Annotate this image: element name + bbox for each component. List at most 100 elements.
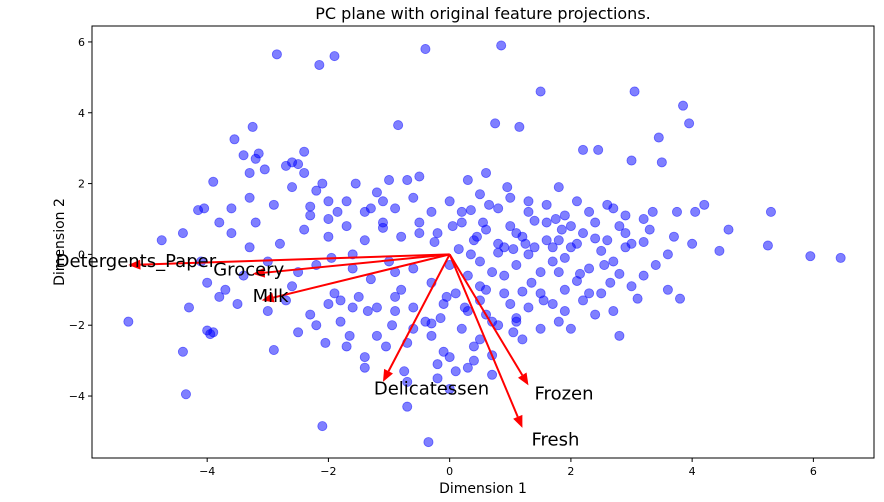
scatter-point <box>250 217 261 228</box>
feature-vector-arrowhead <box>517 372 529 386</box>
scatter-point <box>244 167 255 178</box>
scatter-point <box>571 196 582 207</box>
scatter-point <box>529 215 540 226</box>
scatter-point <box>547 256 558 267</box>
y-tick-label: 0 <box>78 248 85 261</box>
scatter-point <box>350 178 361 189</box>
scatter-point <box>626 238 637 249</box>
scatter-point <box>335 316 346 327</box>
scatter-point <box>232 298 243 309</box>
scatter-point <box>465 205 476 216</box>
scatter-point <box>456 323 467 334</box>
scatter-point <box>590 233 601 244</box>
scatter-point <box>208 327 219 338</box>
scatter-point <box>523 206 534 217</box>
feature-vector-line <box>387 253 451 372</box>
scatter-point <box>347 263 358 274</box>
scatter-point <box>614 330 625 341</box>
scatter-point <box>462 175 473 186</box>
scatter-point <box>578 228 589 239</box>
scatter-point <box>393 120 404 131</box>
scatter-point <box>517 286 528 297</box>
scatter-point <box>274 238 285 249</box>
scatter-point <box>399 366 410 377</box>
feature-vector-label: Grocery <box>213 260 284 281</box>
scatter-point <box>684 118 695 129</box>
scatter-point <box>675 293 686 304</box>
scatter-point <box>299 167 310 178</box>
scatter-point <box>565 323 576 334</box>
scatter-point <box>523 249 534 260</box>
scatter-point <box>493 238 504 249</box>
feature-vector-line <box>448 254 519 418</box>
scatter-point <box>426 330 437 341</box>
scatter-point <box>596 245 607 256</box>
scatter-point <box>432 373 443 384</box>
scatter-point <box>578 144 589 155</box>
scatter-point <box>220 284 231 295</box>
scatter-point <box>432 359 443 370</box>
scatter-point <box>180 389 191 400</box>
scatter-point <box>481 224 492 235</box>
scatter-point <box>353 291 364 302</box>
scatter-point <box>359 206 370 217</box>
scatter-point <box>247 121 258 132</box>
scatter-point <box>371 330 382 341</box>
points-layer <box>123 40 846 448</box>
scatter-point <box>502 182 513 193</box>
scatter-point <box>244 242 255 253</box>
scatter-point <box>593 144 604 155</box>
scatter-point <box>553 182 564 193</box>
scatter-point <box>662 284 673 295</box>
scatter-point <box>523 302 534 313</box>
scatter-point <box>177 346 188 357</box>
feature-vector-line <box>264 253 450 274</box>
scatter-point <box>341 221 352 232</box>
scatter-point <box>408 192 419 203</box>
scatter-point <box>541 235 552 246</box>
scatter-point <box>329 51 340 62</box>
scatter-point <box>493 320 504 331</box>
scatter-point <box>584 206 595 217</box>
scatter-point <box>668 231 679 242</box>
scatter-point <box>638 236 649 247</box>
scatter-point <box>456 217 467 228</box>
scatter-point <box>487 267 498 278</box>
scatter-point <box>280 295 291 306</box>
scatter-point <box>438 298 449 309</box>
scatter-point <box>226 203 237 214</box>
scatter-point <box>678 100 689 111</box>
scatter-point <box>517 334 528 345</box>
scatter-point <box>390 291 401 302</box>
scatter-point <box>620 228 631 239</box>
scatter-point <box>299 224 310 235</box>
scatter-point <box>305 210 316 221</box>
scatter-point <box>535 288 546 299</box>
scatter-point <box>605 277 616 288</box>
plot-frame <box>91 25 875 459</box>
scatter-point <box>468 235 479 246</box>
scatter-point <box>481 167 492 178</box>
scatter-point <box>226 228 237 239</box>
scatter-point <box>662 249 673 260</box>
scatter-point <box>323 298 334 309</box>
scatter-point <box>556 224 567 235</box>
scatter-point <box>293 159 304 170</box>
scatter-point <box>177 228 188 239</box>
scatter-point <box>517 231 528 242</box>
feature-vector-label: Frozen <box>535 384 594 405</box>
scatter-point <box>208 176 219 187</box>
scatter-point <box>638 270 649 281</box>
scatter-point <box>559 252 570 263</box>
scatter-point <box>671 206 682 217</box>
scatter-point <box>365 274 376 285</box>
scatter-point <box>632 293 643 304</box>
scatter-point <box>362 306 373 317</box>
scatter-point <box>805 251 816 262</box>
scatter-point <box>614 221 625 232</box>
feature-vector-arrowhead <box>128 259 141 270</box>
scatter-point <box>565 221 576 232</box>
scatter-point <box>650 260 661 271</box>
scatter-point <box>268 344 279 355</box>
scatter-point <box>574 268 585 279</box>
